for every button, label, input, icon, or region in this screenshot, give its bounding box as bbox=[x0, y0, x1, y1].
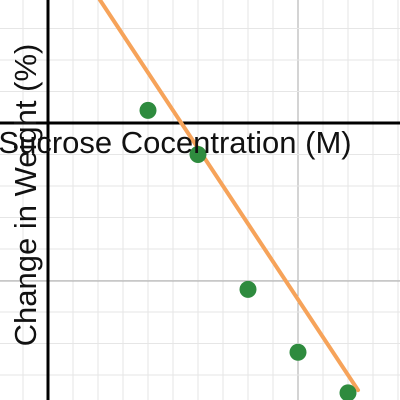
x-axis-label: Sucrose Cocentration (M) bbox=[0, 125, 352, 160]
data-point bbox=[189, 146, 207, 163]
data-point bbox=[239, 280, 257, 298]
data-points bbox=[139, 101, 357, 400]
y-axis-label: Change in Weight (%) bbox=[8, 44, 43, 347]
data-point bbox=[339, 384, 357, 400]
data-point bbox=[139, 101, 157, 119]
data-point bbox=[289, 343, 307, 361]
